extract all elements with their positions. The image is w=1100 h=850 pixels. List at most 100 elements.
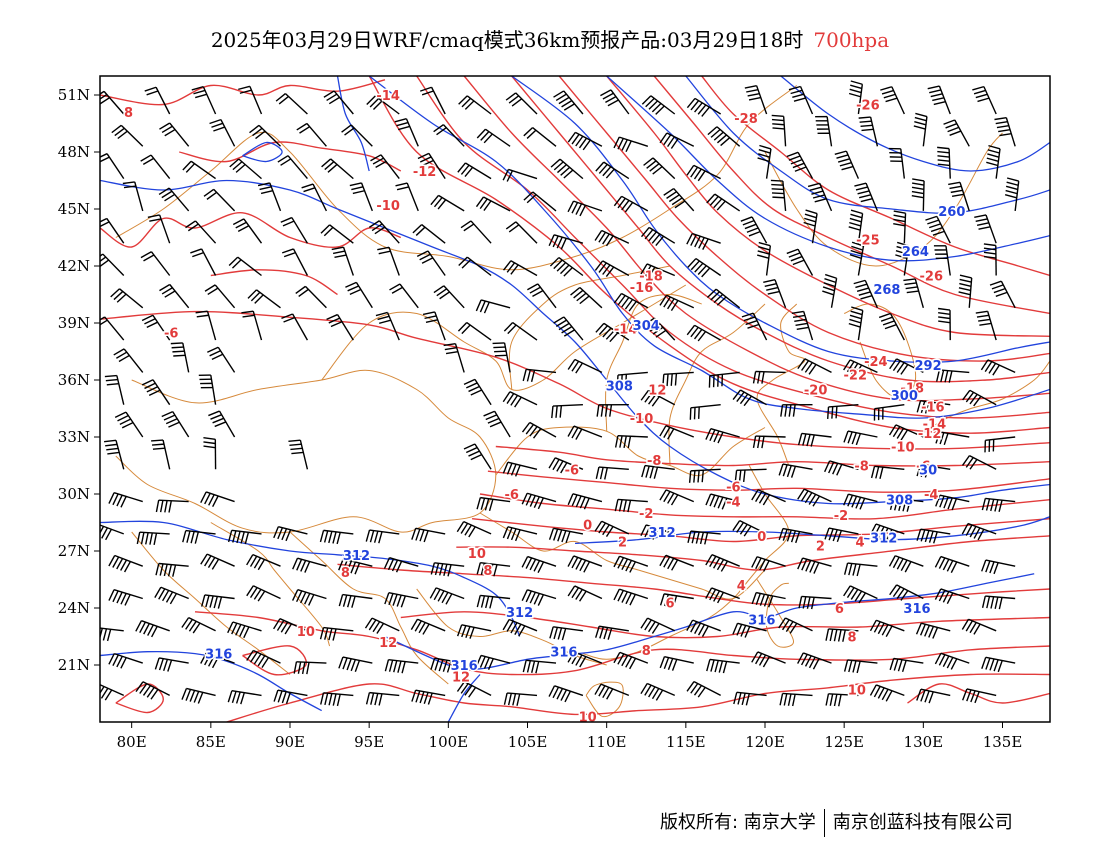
temperature-label: -26 xyxy=(856,99,880,114)
wind-barb xyxy=(927,85,951,115)
wind-barb xyxy=(100,316,125,341)
temperature-contour xyxy=(400,611,1050,639)
wind-barb xyxy=(786,151,814,179)
temperature-label: 12 xyxy=(379,636,397,651)
wind-barb xyxy=(345,281,373,309)
wind-barb xyxy=(457,162,492,180)
wind-barb xyxy=(368,220,400,244)
wind-barb xyxy=(100,253,125,276)
wind-barb xyxy=(958,274,973,308)
wind-barb xyxy=(916,528,951,544)
wind-barb xyxy=(594,260,630,277)
wind-barb xyxy=(319,626,354,641)
temperature-label: -24 xyxy=(864,355,888,370)
wind-barb xyxy=(456,521,492,538)
wind-barb xyxy=(100,627,124,642)
lon-tick-label: 110E xyxy=(587,733,627,751)
copyright-footer: 版权所有: 南京大学 南京创蓝科技有限公司 xyxy=(660,808,1013,837)
wind-barb xyxy=(689,404,721,420)
temperature-label: -18 xyxy=(639,270,663,285)
border-line xyxy=(495,426,766,477)
wind-barb xyxy=(154,657,189,672)
wind-barb xyxy=(935,369,970,383)
wind-barb xyxy=(895,241,910,276)
wind-barb xyxy=(419,86,446,115)
wind-barb xyxy=(227,689,262,705)
wind-barb xyxy=(377,246,400,276)
wind-barb xyxy=(825,693,859,707)
wind-barb xyxy=(640,682,676,701)
wind-barb xyxy=(659,425,695,440)
height-label: 312 xyxy=(649,526,676,541)
wind-barb xyxy=(989,280,1016,309)
wind-barb xyxy=(888,424,924,441)
wind-barb xyxy=(301,183,328,212)
wind-barb xyxy=(417,152,446,179)
wind-barb xyxy=(640,617,676,634)
wind-barbs xyxy=(100,80,1020,707)
wind-barb xyxy=(659,655,694,671)
wind-barb xyxy=(848,209,864,244)
wind-barb xyxy=(122,181,144,212)
wind-barb xyxy=(797,358,832,375)
wind-barb xyxy=(433,124,465,147)
wind-barb xyxy=(869,619,905,638)
wind-barb xyxy=(229,158,262,180)
temperature-label: -10 xyxy=(630,412,654,427)
lon-tick-label: 135E xyxy=(983,733,1023,751)
wind-barb xyxy=(384,658,419,674)
wind-barb xyxy=(273,526,308,542)
wind-barb xyxy=(641,464,675,479)
wind-barb xyxy=(238,85,263,115)
temperature-label: 8 xyxy=(124,106,133,121)
wind-barb xyxy=(751,489,786,506)
wind-barb xyxy=(848,80,864,115)
wind-barb xyxy=(594,520,630,537)
wind-barb xyxy=(889,358,924,375)
wind-barb xyxy=(848,306,864,341)
wind-barb xyxy=(843,359,878,376)
temperature-label: 12 xyxy=(648,384,666,399)
wind-barb xyxy=(981,595,1016,610)
wind-barb xyxy=(383,557,419,573)
wind-barb xyxy=(822,273,838,308)
lon-tick-label: 100E xyxy=(429,733,469,751)
wind-barb xyxy=(492,342,511,373)
temperature-contour xyxy=(479,493,1050,520)
wind-barb xyxy=(797,488,832,507)
border-line xyxy=(668,303,766,466)
wind-barb xyxy=(613,588,649,606)
wind-barb xyxy=(161,410,190,438)
temperature-label: 8 xyxy=(848,631,857,646)
wind-barb xyxy=(938,307,951,341)
height-label: 316 xyxy=(205,648,232,663)
height-label: 292 xyxy=(915,359,942,374)
border-line xyxy=(756,579,794,648)
wind-barb xyxy=(595,322,630,343)
wind-barb xyxy=(326,313,354,341)
temperature-contour xyxy=(337,563,1050,606)
border-line xyxy=(289,531,449,685)
wind-barb xyxy=(456,681,492,698)
wind-barb xyxy=(732,389,767,407)
wind-barb xyxy=(779,692,813,707)
wind-barb xyxy=(411,527,446,543)
temperature-label: -26 xyxy=(920,270,944,285)
wind-barb xyxy=(190,248,217,276)
height-contour xyxy=(384,573,1035,671)
temperature-label: 4 xyxy=(855,536,864,551)
wind-barb xyxy=(319,529,354,545)
wind-barb xyxy=(476,128,511,147)
wind-barb xyxy=(659,554,695,571)
wind-barb xyxy=(458,256,492,277)
wind-barb xyxy=(522,368,557,382)
wind-barb xyxy=(752,370,786,384)
wind-barb xyxy=(331,246,354,276)
temperature-label: -12 xyxy=(918,427,942,442)
wind-barb xyxy=(100,524,124,541)
border-line xyxy=(764,132,1003,267)
wind-barb xyxy=(888,147,906,179)
wind-barb xyxy=(707,126,741,147)
wind-barb xyxy=(209,118,236,147)
wind-barb xyxy=(370,154,400,180)
